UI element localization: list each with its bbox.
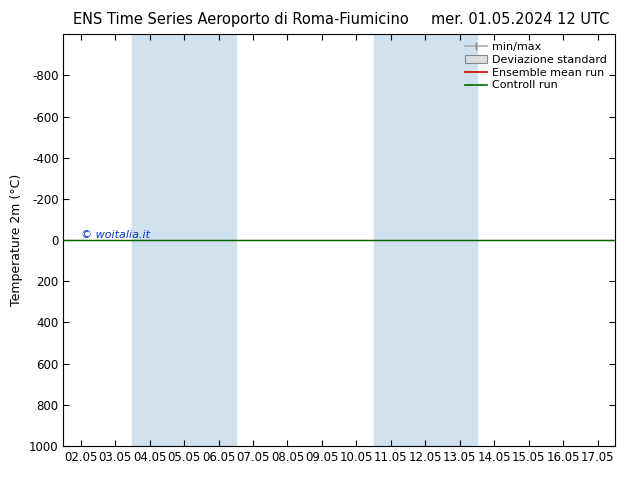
Text: mer. 01.05.2024 12 UTC: mer. 01.05.2024 12 UTC [430,12,609,27]
Legend: min/max, Deviazione standard, Ensemble mean run, Controll run: min/max, Deviazione standard, Ensemble m… [462,40,609,93]
Text: © woitalia.it: © woitalia.it [81,230,150,240]
Text: ENS Time Series Aeroporto di Roma-Fiumicino: ENS Time Series Aeroporto di Roma-Fiumic… [73,12,409,27]
Bar [373,34,477,446]
Bar [133,34,236,446]
Y-axis label: Temperature 2m (°C): Temperature 2m (°C) [10,174,23,306]
